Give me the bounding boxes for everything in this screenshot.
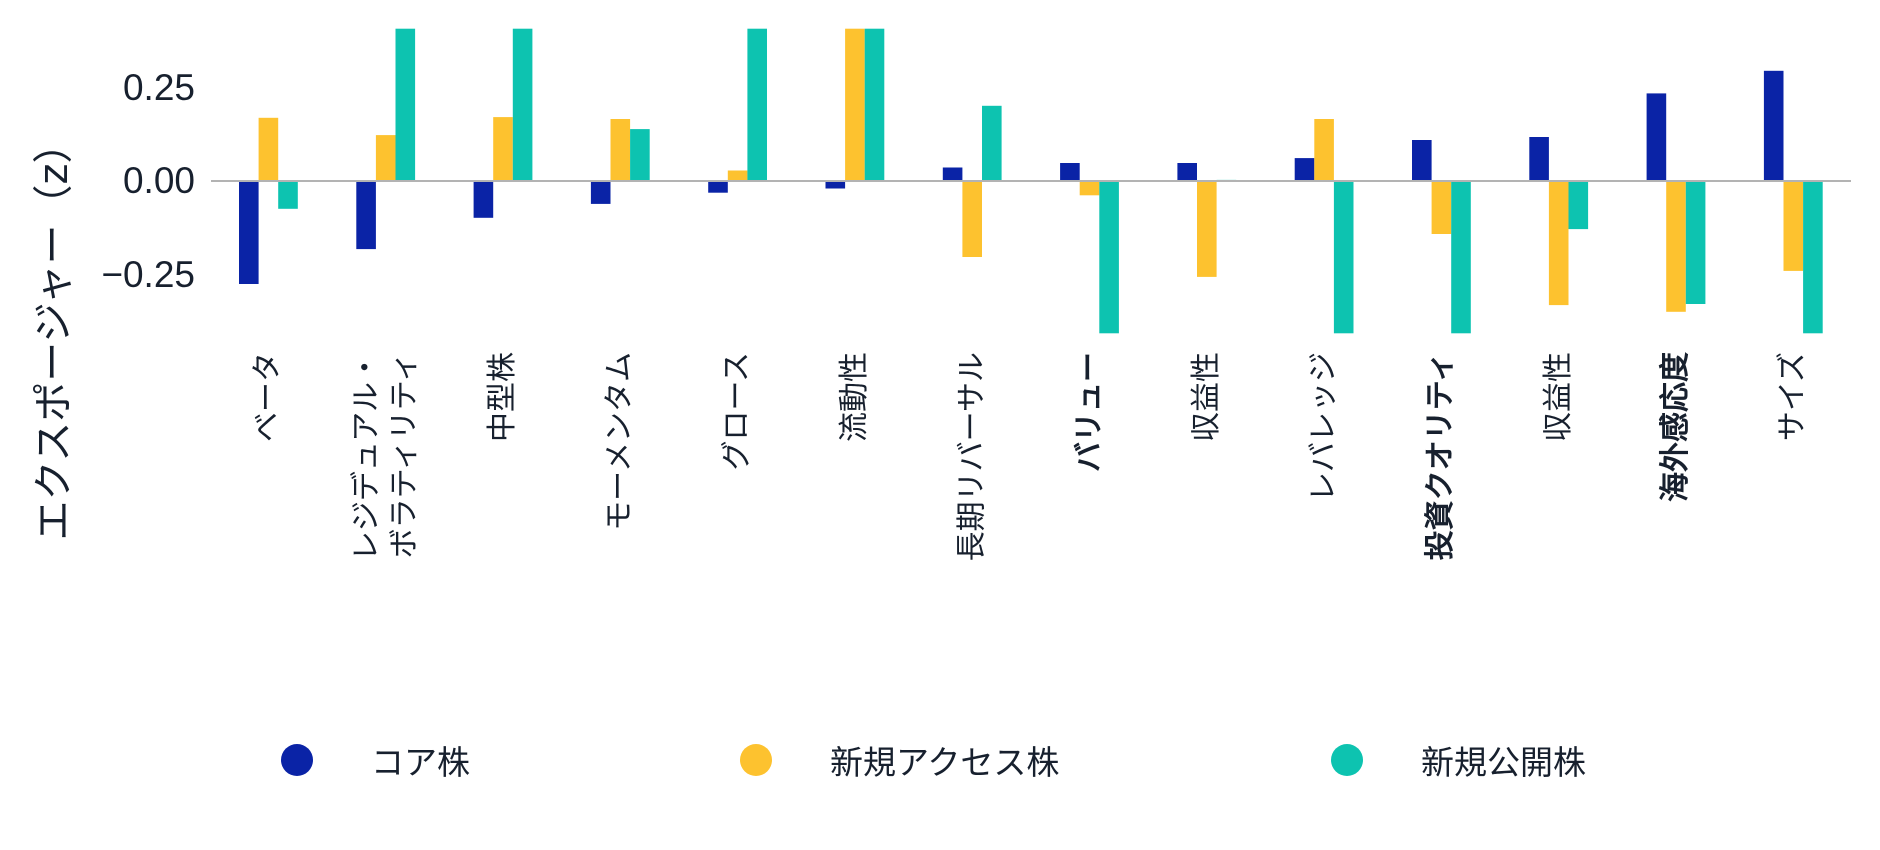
x-axis-label-text: 投資クオリティ (1423, 352, 1459, 561)
bar (1568, 181, 1589, 230)
bar (258, 117, 279, 181)
bar (845, 28, 865, 182)
bar (493, 117, 513, 181)
x-axis-label-text: 収益性 (1540, 352, 1576, 442)
legend-marker-dot-icon (740, 744, 772, 776)
y-tick-label: 0.00 (122, 160, 195, 201)
bar (356, 181, 376, 250)
legend-item-new-access[interactable]: 新規アクセス株 (740, 738, 1059, 782)
legend-marker-dot-icon (281, 744, 313, 776)
bar (864, 28, 885, 182)
bar (708, 181, 728, 193)
x-axis-label-text: モーメンタム (602, 352, 638, 531)
legend-label: 新規アクセス株 (830, 743, 1060, 782)
bar (1451, 181, 1471, 334)
y-tick-label: −0.25 (101, 254, 195, 295)
bar (942, 167, 963, 181)
x-axis-label-text: 長期リバーサル (954, 352, 990, 562)
legend-label: 新規公開株 (1421, 743, 1586, 782)
bar (239, 181, 259, 284)
bar (1197, 181, 1217, 277)
bar (825, 181, 846, 189)
bar (278, 181, 298, 209)
x-axis-label-text: グロース (719, 352, 755, 471)
bar (1099, 181, 1119, 334)
x-axis-label-text: バリュー (1071, 352, 1107, 472)
bar (1333, 181, 1354, 334)
bar (1548, 181, 1569, 306)
bar (473, 181, 494, 218)
bar (1529, 137, 1549, 181)
bar (395, 28, 416, 182)
bar (747, 28, 767, 182)
x-axis-label-text: ベータ (250, 352, 286, 442)
bar (630, 129, 650, 181)
bar (1431, 181, 1452, 234)
x-axis-label-text: 中型株 (485, 352, 520, 442)
legend-item-core[interactable]: コア株 (281, 738, 470, 782)
legend: コア株 新規アクセス株 新規公開株 (0, 738, 1880, 782)
bar (512, 28, 533, 182)
x-axis-label-text: 流動性 (836, 352, 872, 442)
bar (1314, 119, 1334, 181)
bar (1803, 181, 1823, 334)
y-axis-title: エクスポージャー（z） (31, 123, 77, 541)
x-axis-label-text: 収益性 (1188, 352, 1224, 442)
bar (1685, 181, 1706, 304)
bar (375, 135, 396, 181)
bar (1666, 181, 1686, 312)
x-axis-label-text: レジデュアル・ ボラティリティ (348, 352, 422, 562)
bar (982, 105, 1002, 181)
bar (1079, 181, 1100, 196)
bar (1060, 163, 1080, 181)
x-axis-label-text: サイズ (1775, 352, 1811, 442)
x-axis-label-text: レバレッジ (1306, 352, 1342, 502)
y-tick-label: 0.25 (122, 67, 195, 108)
bar (1294, 158, 1315, 181)
legend-item-ipo[interactable]: 新規公開株 (1331, 738, 1586, 782)
bar (610, 119, 631, 181)
bar (962, 181, 982, 257)
bar (1412, 140, 1432, 181)
bar (590, 181, 611, 204)
bar (1763, 70, 1784, 181)
legend-marker-dot-icon (1331, 744, 1363, 776)
bar (1783, 181, 1804, 271)
bar (727, 170, 748, 181)
x-axis-label-text: 海外感応度 (1658, 352, 1693, 502)
bar (1646, 93, 1667, 181)
legend-label: コア株 (371, 743, 470, 782)
bar (1177, 163, 1197, 181)
